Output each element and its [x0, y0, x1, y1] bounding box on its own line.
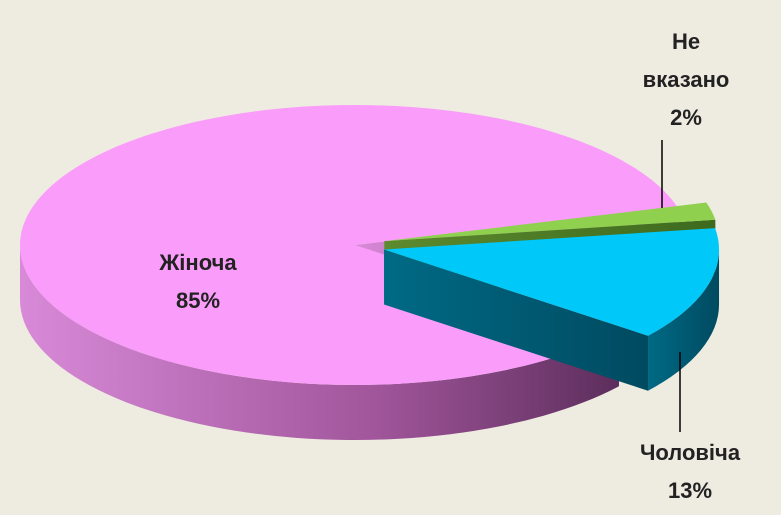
- label-value: 13%: [667, 478, 713, 503]
- label-value: 85%: [175, 288, 221, 313]
- data-label: Жіноча 85%: [98, 244, 298, 320]
- slice: [384, 202, 716, 242]
- label-value: 2%: [670, 105, 702, 130]
- slice-side: [648, 249, 720, 391]
- label-name: Жіноча: [159, 250, 237, 275]
- slice: [384, 228, 720, 336]
- pie: [19, 104, 720, 440]
- data-label: Не вказано 2%: [631, 23, 741, 137]
- label-name: Чоловіча: [639, 440, 741, 465]
- data-label: Чоловіча 13%: [610, 434, 770, 510]
- label-name: Не вказано: [642, 29, 730, 92]
- slice-face: [384, 249, 649, 391]
- slice-side: [19, 245, 619, 440]
